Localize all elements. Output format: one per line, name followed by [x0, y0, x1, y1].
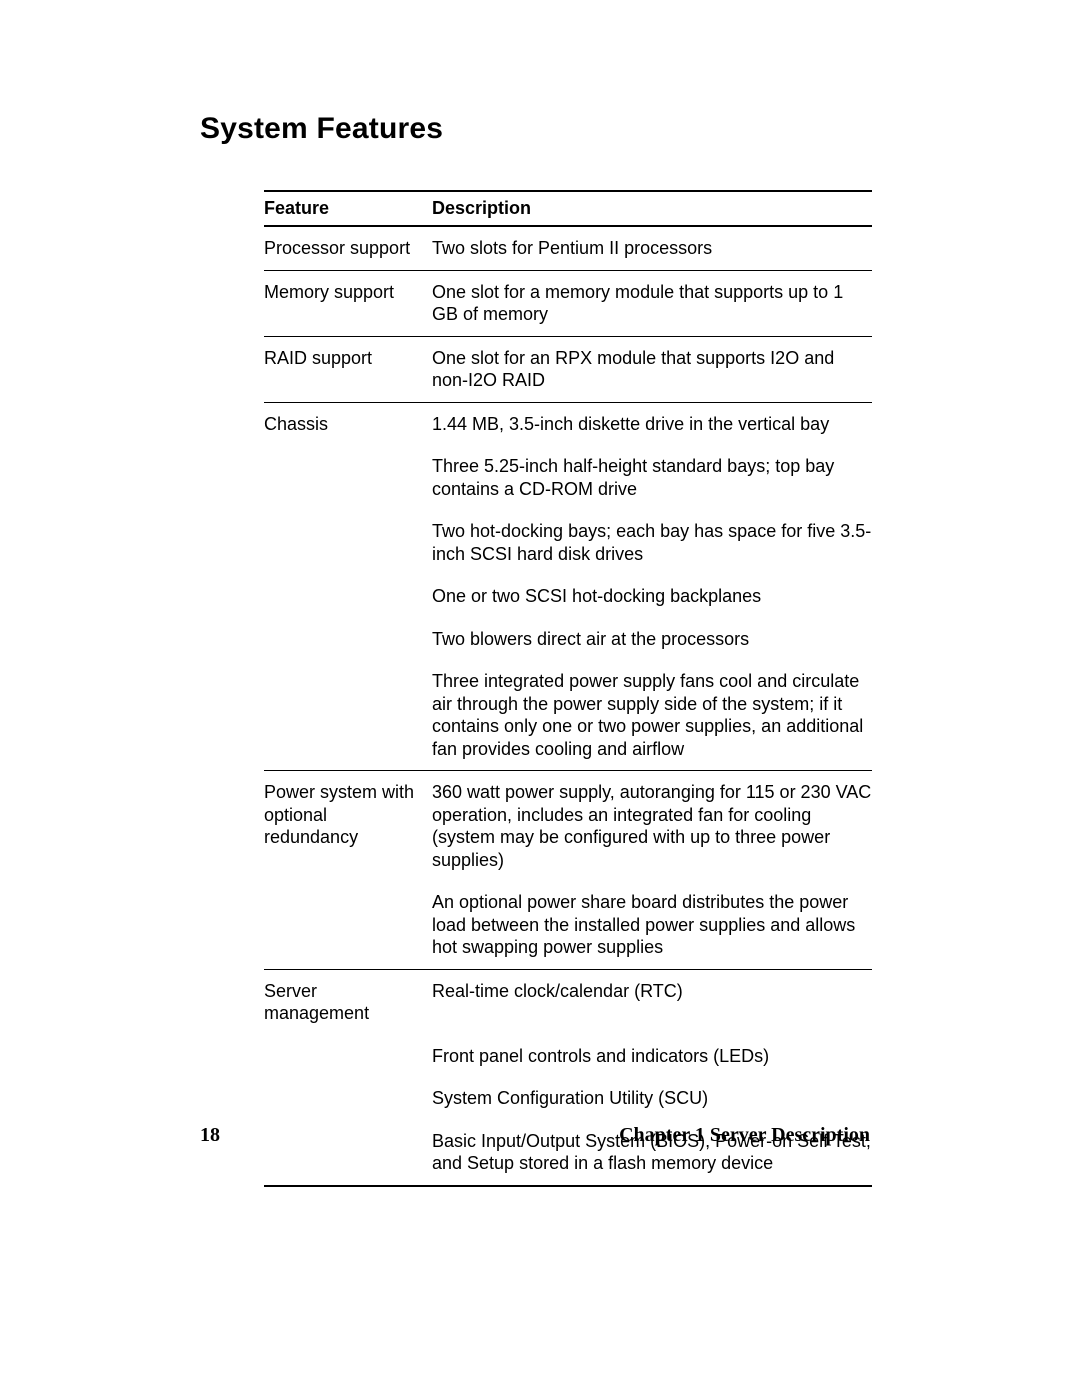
table-row: Front panel controls and indicators (LED…	[264, 1035, 872, 1078]
page-footer: 18 Chapter 1 Server Description	[200, 1124, 870, 1147]
features-table: Feature Description Processor supportTwo…	[264, 190, 872, 1187]
feature-cell: Server management	[264, 969, 432, 1035]
page-title: System Features	[200, 112, 870, 146]
feature-cell	[264, 881, 432, 969]
description-cell: Two slots for Pentium II processors	[432, 226, 872, 270]
feature-cell: Power system with optional redundancy	[264, 771, 432, 882]
table-row: System Configuration Utility (SCU)	[264, 1077, 872, 1120]
description-cell: Front panel controls and indicators (LED…	[432, 1035, 872, 1078]
table-row: Two hot-docking bays; each bay has space…	[264, 510, 872, 575]
table-row: Memory supportOne slot for a memory modu…	[264, 270, 872, 336]
feature-cell	[264, 1035, 432, 1078]
table-row: Power system with optional redundancy360…	[264, 771, 872, 882]
feature-cell	[264, 660, 432, 771]
description-cell: One slot for an RPX module that supports…	[432, 336, 872, 402]
description-cell: System Configuration Utility (SCU)	[432, 1077, 872, 1120]
feature-cell	[264, 510, 432, 575]
document-page: System Features Feature Description Proc…	[0, 0, 1080, 1397]
description-cell: Three integrated power supply fans cool …	[432, 660, 872, 771]
feature-cell: Memory support	[264, 270, 432, 336]
description-cell: An optional power share board distribute…	[432, 881, 872, 969]
description-cell: 1.44 MB, 3.5-inch diskette drive in the …	[432, 402, 872, 445]
description-cell: One slot for a memory module that suppor…	[432, 270, 872, 336]
chapter-label: Chapter 1 Server Description	[619, 1124, 870, 1147]
description-cell: Three 5.25-inch half-height standard bay…	[432, 445, 872, 510]
page-number: 18	[200, 1124, 220, 1147]
table-row: Two blowers direct air at the processors	[264, 618, 872, 661]
feature-cell	[264, 1077, 432, 1120]
feature-cell: Chassis	[264, 402, 432, 445]
table-row: One or two SCSI hot-docking backplanes	[264, 575, 872, 618]
description-cell: Two blowers direct air at the processors	[432, 618, 872, 661]
table-row: RAID supportOne slot for an RPX module t…	[264, 336, 872, 402]
column-header-description: Description	[432, 191, 872, 226]
description-cell: Two hot-docking bays; each bay has space…	[432, 510, 872, 575]
table-row: Chassis1.44 MB, 3.5-inch diskette drive …	[264, 402, 872, 445]
table-row: Three integrated power supply fans cool …	[264, 660, 872, 771]
description-cell: Real-time clock/calendar (RTC)	[432, 969, 872, 1035]
feature-cell	[264, 618, 432, 661]
column-header-feature: Feature	[264, 191, 432, 226]
table-body: Processor supportTwo slots for Pentium I…	[264, 226, 872, 1186]
feature-cell	[264, 445, 432, 510]
feature-cell	[264, 575, 432, 618]
table-row: Processor supportTwo slots for Pentium I…	[264, 226, 872, 270]
description-cell: One or two SCSI hot-docking backplanes	[432, 575, 872, 618]
table-header-row: Feature Description	[264, 191, 872, 226]
feature-cell: Processor support	[264, 226, 432, 270]
feature-cell: RAID support	[264, 336, 432, 402]
table-row: Server managementReal-time clock/calenda…	[264, 969, 872, 1035]
description-cell: 360 watt power supply, autoranging for 1…	[432, 771, 872, 882]
table-row: Three 5.25-inch half-height standard bay…	[264, 445, 872, 510]
table-row: An optional power share board distribute…	[264, 881, 872, 969]
